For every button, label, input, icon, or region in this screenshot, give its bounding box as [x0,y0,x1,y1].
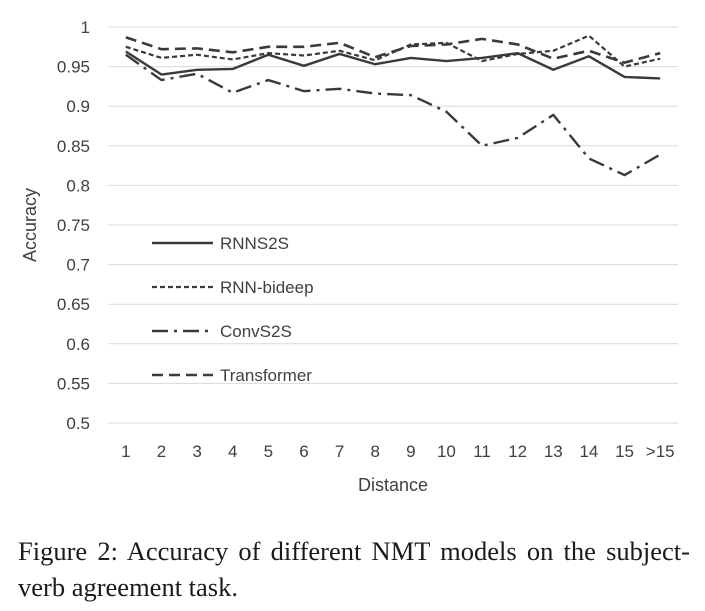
y-tick-label: 0.6 [66,335,90,354]
y-tick-label: 0.55 [57,374,90,393]
y-tick-label: 0.7 [66,256,90,275]
legend-label: ConvS2S [220,322,292,341]
x-tick-label: 6 [299,442,308,461]
x-tick-label: 2 [157,442,166,461]
x-tick-label: 8 [370,442,379,461]
legend-label: RNNS2S [220,234,289,253]
y-tick-label: 0.9 [66,97,90,116]
y-tick-label: 0.8 [66,176,90,195]
legend-label: Transformer [220,366,312,385]
y-tick-label: 0.95 [57,58,90,77]
series-line-transformer [125,36,661,64]
x-axis-ticks: 1 2 3 4 5 6 7 8 9 10 11 12 13 14 15 >15 [121,442,675,461]
x-tick-label: 5 [264,442,273,461]
x-tick-label: 10 [437,442,456,461]
series-lines [125,34,661,177]
x-tick-label: 7 [335,442,344,461]
x-tick-label: 9 [406,442,415,461]
x-tick-label: 15 [615,442,634,461]
figure-caption: Figure 2: Accuracy of different NMT mode… [18,536,690,602]
y-tick-label: 1 [81,18,90,37]
gridlines [108,26,678,424]
legend: RNNS2S RNN-bideep ConvS2S Transformer [152,234,314,385]
x-tick-label: 1 [121,442,130,461]
y-tick-label: 0.5 [66,414,90,433]
x-tick-label: 4 [228,442,237,461]
y-axis-title: Accuracy [20,188,40,262]
x-tick-label: 11 [473,442,491,461]
series-line-rnns2s [125,50,661,80]
x-tick-label: 12 [508,442,527,461]
series-line-convs2s [125,53,661,177]
x-axis-title: Distance [358,475,428,495]
y-tick-label: 0.65 [57,295,90,314]
x-tick-label: 14 [579,442,598,461]
y-tick-label: 0.75 [57,216,90,235]
legend-label: RNN-bideep [220,278,314,297]
x-tick-label: 3 [192,442,201,461]
x-tick-label: 13 [544,442,563,461]
y-tick-label: 0.85 [57,137,90,156]
y-axis-ticks: 0.5 0.55 0.6 0.65 0.7 0.75 0.8 0.85 0.9 0.95 1 [57,18,90,433]
x-tick-label: >15 [646,442,675,461]
